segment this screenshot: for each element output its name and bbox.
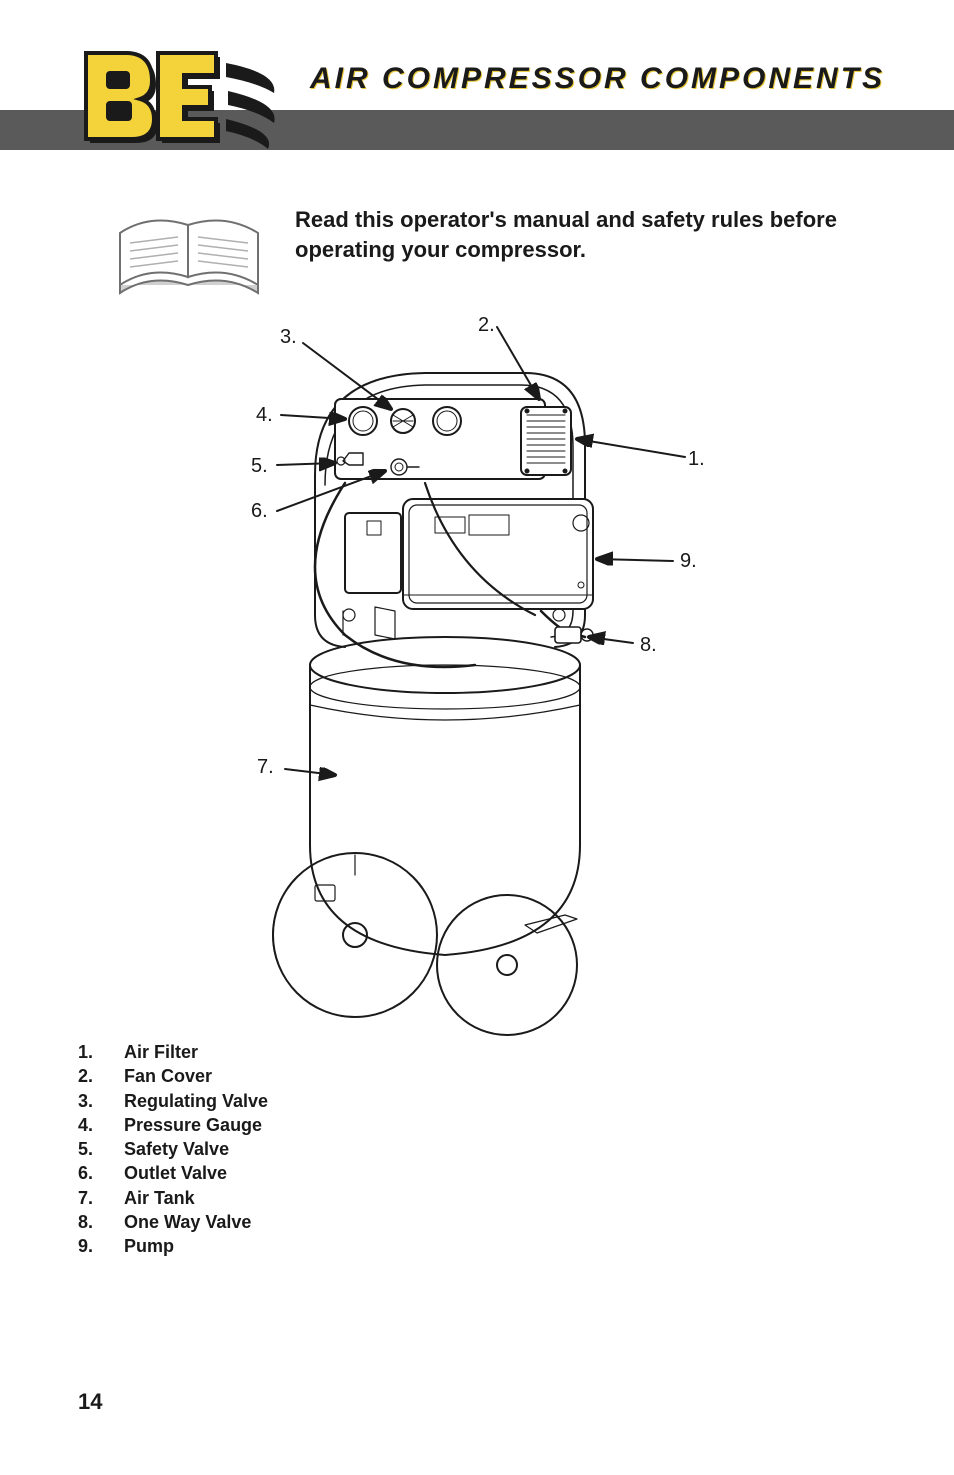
manual-note: Read this operator's manual and safety r… <box>295 205 854 264</box>
callout-1: 1. <box>688 448 705 471</box>
callout-8: 8. <box>640 634 657 657</box>
callout-3: 3. <box>280 326 297 349</box>
callout-7: 7. <box>257 756 274 779</box>
page-number: 14 <box>78 1389 102 1415</box>
list-item: 7.Air Tank <box>78 1186 268 1210</box>
callout-6: 6. <box>251 500 268 523</box>
list-item: 4.Pressure Gauge <box>78 1113 268 1137</box>
manual-book-icon <box>110 195 270 315</box>
list-item: 2.Fan Cover <box>78 1064 268 1088</box>
list-item: 8.One Way Valve <box>78 1210 268 1234</box>
list-item: 6.Outlet Valve <box>78 1161 268 1185</box>
list-item: 1.Air Filter <box>78 1040 268 1064</box>
callout-2: 2. <box>478 314 495 337</box>
callout-9: 9. <box>680 550 697 573</box>
callout-4: 4. <box>256 404 273 427</box>
parts-list: 1.Air Filter 2.Fan Cover 3.Regulating Va… <box>78 1040 268 1259</box>
page-title: AIR COMPRESSOR COMPONENTS <box>310 62 885 96</box>
callout-5: 5. <box>251 455 268 478</box>
list-item: 5.Safety Valve <box>78 1137 268 1161</box>
list-item: 9.Pump <box>78 1234 268 1258</box>
list-item: 3.Regulating Valve <box>78 1089 268 1113</box>
compressor-diagram <box>225 315 745 1055</box>
be-logo <box>78 45 278 155</box>
